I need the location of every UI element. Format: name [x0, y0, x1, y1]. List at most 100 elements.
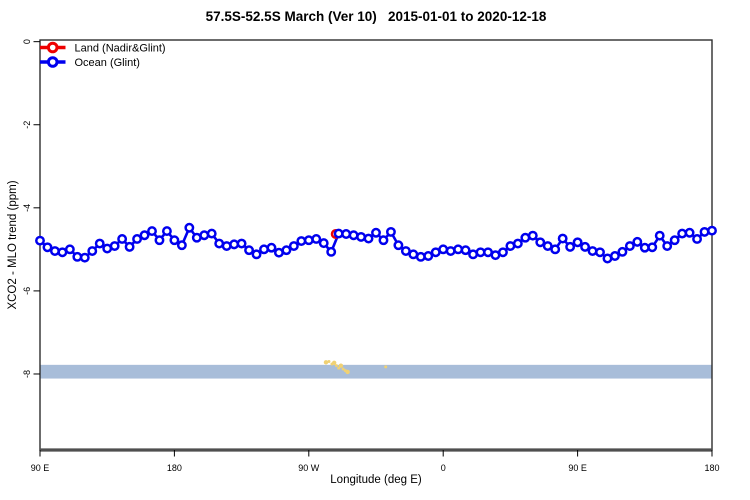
ocean-data-point — [385, 226, 396, 237]
ocean-data-point — [371, 227, 381, 238]
y-tick-label: -8 — [22, 370, 32, 378]
ocean-data-point — [527, 230, 538, 241]
ocean-data-point — [542, 241, 553, 251]
ocean-data-point — [94, 238, 105, 249]
ocean-data-point — [281, 245, 292, 256]
ocean-data-point — [154, 235, 165, 246]
ocean-data-point — [438, 244, 449, 255]
terrain-dot — [384, 365, 388, 369]
ocean-data-point — [497, 247, 508, 258]
ocean-data-point — [565, 241, 576, 252]
ocean-data-point — [647, 242, 658, 253]
ocean-data-point — [326, 246, 337, 257]
ocean-data-point — [64, 244, 75, 255]
ocean-data-point — [356, 231, 367, 242]
legend-marker — [46, 56, 59, 68]
ocean-data-point — [236, 238, 247, 249]
x-tick-label: 180 — [167, 463, 182, 473]
x-tick-label: 180 — [704, 463, 719, 473]
terrain-dot — [334, 364, 338, 368]
ocean-data-point — [79, 252, 90, 263]
ocean-data-point — [550, 244, 561, 255]
ocean-data-point — [348, 230, 359, 241]
terrain-dot — [337, 366, 341, 370]
ocean-data-point — [259, 244, 269, 255]
ocean-data-point — [161, 226, 172, 237]
ocean-data-point — [206, 228, 217, 239]
ocean-data-point — [147, 226, 157, 237]
ocean-data-point — [35, 235, 45, 246]
legend-label: Land (Nadir&Glint) — [75, 43, 166, 55]
ocean-data-point — [512, 238, 523, 249]
legend-label: Ocean (Glint) — [75, 57, 140, 69]
ocean-data-point — [535, 237, 546, 248]
terrain-dot — [338, 363, 344, 368]
ocean-data-point — [42, 242, 53, 253]
ocean-data-point — [699, 226, 710, 237]
ocean-data-point — [363, 233, 374, 244]
y-tick-label: -6 — [22, 287, 32, 295]
ocean-data-point — [303, 235, 314, 246]
x-axis-title: Longitude (deg E) — [330, 474, 422, 486]
ocean-data-point — [624, 241, 635, 251]
ocean-data-point — [595, 247, 605, 258]
ocean-data-point — [684, 227, 695, 238]
ocean-data-point — [400, 246, 411, 256]
ocean-data-point — [580, 241, 591, 252]
ocean-data-point — [124, 241, 135, 252]
ocean-data-point — [617, 246, 628, 257]
reference-band — [40, 364, 712, 379]
ocean-data-point — [244, 245, 255, 256]
ocean-data-point — [587, 246, 598, 256]
plot-border — [39, 39, 713, 451]
ocean-data-point — [572, 237, 583, 248]
x-tick-label: 90 E — [568, 463, 587, 473]
ocean-data-point — [87, 246, 98, 256]
ocean-data-point — [311, 234, 322, 244]
ocean-data-point — [445, 246, 456, 256]
ocean-data-point — [632, 236, 643, 247]
y-axis-title: XCO2 - MLO trend (ppm) — [7, 180, 19, 310]
ocean-data-point — [707, 225, 717, 236]
ocean-data-point — [669, 235, 680, 246]
ocean-data-point — [288, 241, 299, 251]
ocean-data-point — [557, 233, 568, 244]
terrain-dot — [341, 367, 345, 371]
ocean-data-point — [341, 229, 352, 239]
terrain-dot — [323, 360, 329, 365]
y-tick-label: -2 — [22, 121, 32, 129]
ocean-data-point — [460, 245, 471, 256]
ocean-data-point — [221, 241, 232, 251]
x-tick-label: 90 E — [31, 463, 50, 473]
y-tick-label: 0 — [22, 39, 32, 44]
ocean-data-point — [692, 234, 703, 244]
ocean-data-point — [662, 241, 673, 251]
legend-marker — [46, 41, 59, 54]
ocean-data-point — [378, 235, 389, 246]
terrain-dot — [327, 360, 331, 364]
ocean-data-point — [169, 235, 180, 246]
x-tick-label: 0 — [441, 463, 446, 473]
ocean-data-point — [132, 234, 143, 244]
ocean-data-point — [139, 230, 150, 241]
ocean-data-point — [318, 238, 329, 249]
ocean-data-point — [117, 234, 128, 244]
ocean-data-point — [49, 246, 60, 256]
x-tick-label: 90 W — [298, 463, 320, 473]
ocean-data-point — [393, 240, 404, 251]
y-tick-label: -4 — [22, 204, 32, 212]
ocean-data-point — [266, 242, 277, 253]
ocean-data-point — [199, 230, 210, 241]
ocean-data-point — [184, 222, 195, 233]
ocean-data-point — [423, 251, 434, 261]
ocean-data-point — [654, 230, 665, 241]
ocean-data-point — [609, 251, 620, 261]
terrain-dot — [331, 360, 337, 365]
ocean-data-point — [109, 241, 120, 251]
ocean-data-point — [251, 249, 262, 260]
terrain-dot — [345, 369, 350, 375]
chart-title: 57.5S-52.5S March (Ver 10) 2015-01-01 to… — [205, 9, 547, 24]
ocean-data-point — [176, 240, 187, 251]
